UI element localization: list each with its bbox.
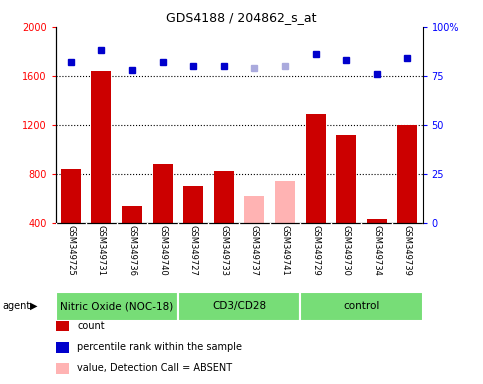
Text: GSM349736: GSM349736 <box>128 225 137 276</box>
Text: percentile rank within the sample: percentile rank within the sample <box>77 342 242 352</box>
Text: Nitric Oxide (NOC-18): Nitric Oxide (NOC-18) <box>60 301 173 311</box>
Text: GSM349740: GSM349740 <box>158 225 167 276</box>
Text: GSM349730: GSM349730 <box>341 225 351 276</box>
Text: GDS4188 / 204862_s_at: GDS4188 / 204862_s_at <box>166 12 317 25</box>
Text: GSM349734: GSM349734 <box>372 225 381 276</box>
Text: count: count <box>77 321 105 331</box>
Bar <box>306 114 326 223</box>
Bar <box>244 196 264 223</box>
Bar <box>178 292 300 321</box>
Bar <box>153 164 172 223</box>
Bar <box>122 205 142 223</box>
Text: control: control <box>343 301 380 311</box>
Bar <box>56 292 178 321</box>
Bar <box>61 169 81 223</box>
Text: CD3/CD28: CD3/CD28 <box>212 301 266 311</box>
Text: GSM349737: GSM349737 <box>250 225 259 276</box>
Text: GSM349733: GSM349733 <box>219 225 228 276</box>
Text: ▶: ▶ <box>30 301 38 311</box>
Text: GSM349741: GSM349741 <box>281 225 289 276</box>
Bar <box>300 292 423 321</box>
Bar <box>275 181 295 223</box>
Bar <box>367 219 387 223</box>
Text: GSM349729: GSM349729 <box>311 225 320 276</box>
Text: agent: agent <box>2 301 30 311</box>
Bar <box>214 171 234 223</box>
Text: value, Detection Call = ABSENT: value, Detection Call = ABSENT <box>77 363 232 373</box>
Text: GSM349739: GSM349739 <box>403 225 412 276</box>
Text: GSM349731: GSM349731 <box>97 225 106 276</box>
Bar <box>183 186 203 223</box>
Bar <box>398 125 417 223</box>
Bar <box>336 135 356 223</box>
Text: GSM349725: GSM349725 <box>66 225 75 276</box>
Bar <box>91 71 112 223</box>
Text: GSM349727: GSM349727 <box>189 225 198 276</box>
